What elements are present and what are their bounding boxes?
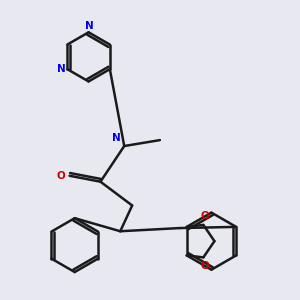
Text: N: N — [112, 133, 121, 143]
Text: O: O — [56, 171, 65, 181]
Text: N: N — [85, 21, 94, 31]
Text: N: N — [57, 64, 65, 74]
Text: O: O — [201, 261, 210, 272]
Text: O: O — [201, 211, 210, 221]
